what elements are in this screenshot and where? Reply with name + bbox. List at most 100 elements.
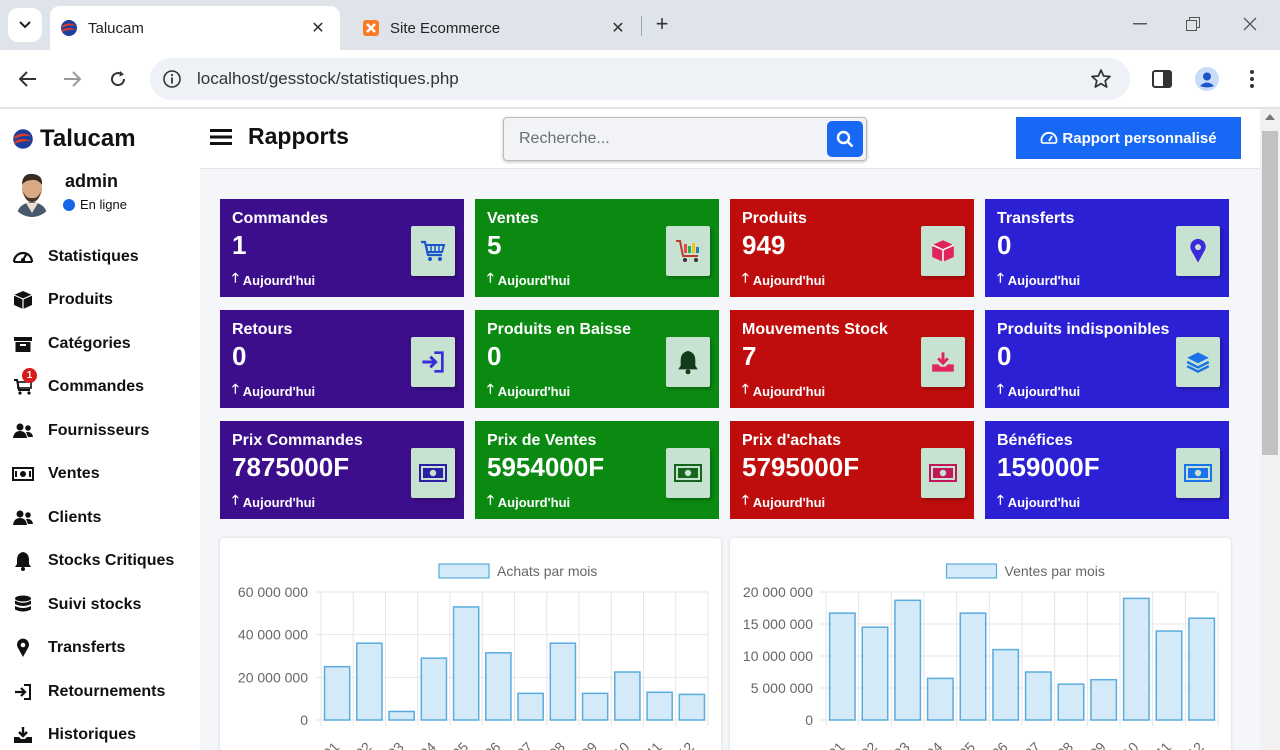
bar-09[interactable]	[581, 692, 609, 721]
tab-site-ecommerce[interactable]: Site Ecommerce ✕	[352, 6, 640, 50]
legend-swatch[interactable]	[945, 563, 998, 579]
new-tab-icon[interactable]: +	[655, 11, 669, 36]
stat-card-transferts[interactable]: Transferts 0 🡑 Aujourd'hui	[985, 199, 1229, 297]
bar-10[interactable]	[614, 671, 641, 721]
bookmark-star-icon[interactable]	[1090, 68, 1112, 90]
bar-03[interactable]	[894, 599, 922, 721]
sidebar-item-retournements[interactable]: Retournements	[0, 670, 200, 714]
bar-04[interactable]	[420, 657, 448, 721]
side-panel-icon[interactable]	[1150, 67, 1174, 91]
stat-card-produits[interactable]: Produits 949 🡑 Aujourd'hui	[730, 199, 974, 297]
close-window-icon[interactable]	[1240, 14, 1260, 34]
bar-05[interactable]	[959, 612, 987, 721]
minimize-icon[interactable]	[1130, 14, 1150, 34]
sidebar-item-commandes[interactable]: 1 Commandes	[0, 366, 200, 410]
sidebar-item-categories[interactable]: Catégories	[0, 322, 200, 366]
sidebar-item-label: Fournisseurs	[48, 421, 150, 439]
stat-card-prix-d-achats[interactable]: Prix d'achats 5795000F 🡑 Aujourd'hui	[730, 421, 974, 519]
bar-10[interactable]	[1122, 597, 1150, 721]
bar-12[interactable]	[678, 693, 706, 721]
bar-07[interactable]	[1024, 671, 1052, 721]
custom-report-button[interactable]: Rapport personnalisé	[1016, 117, 1241, 159]
card-footer: 🡑 Aujourd'hui	[487, 491, 570, 513]
tab-talucam[interactable]: Talucam ✕	[50, 6, 340, 50]
bar-12[interactable]	[1188, 617, 1216, 721]
sidebar-item-ventes[interactable]: Ventes	[0, 453, 200, 497]
legend-label[interactable]: Ventes par mois	[1005, 563, 1105, 579]
sidebar-item-statistiques[interactable]: Statistiques	[0, 235, 200, 279]
y-tick-label: 60 000 000	[238, 584, 308, 600]
sidebar-item-stocks-critiques[interactable]: Stocks Critiques	[0, 540, 200, 584]
stat-card-benefices[interactable]: Bénéfices 159000F 🡑 Aujourd'hui	[985, 421, 1229, 519]
back-arrow-icon[interactable]	[15, 66, 41, 92]
card-footer: 🡑 Aujourd'hui	[742, 491, 825, 513]
x-tick-label: 12	[1184, 739, 1206, 750]
bar-05[interactable]	[452, 606, 480, 721]
close-tab-icon[interactable]: ✕	[311, 20, 325, 37]
online-dot-icon	[63, 198, 75, 211]
y-tick-label: 10 000 000	[743, 648, 813, 664]
sidebar-item-suivi-stocks[interactable]: Suivi stocks	[0, 583, 200, 627]
sidebar-item-label: Clients	[48, 508, 102, 526]
tab-search-button[interactable]	[8, 8, 42, 42]
bar-09[interactable]	[1090, 678, 1118, 721]
menu-toggle-icon[interactable]	[210, 128, 232, 148]
card-footer-label: Aujourd'hui	[242, 383, 316, 399]
x-tick-label: 02	[858, 739, 880, 750]
stat-card-commandes[interactable]: Commandes 1 🡑 Aujourd'hui	[220, 199, 464, 297]
bar-02[interactable]	[861, 626, 889, 721]
bar-03[interactable]	[388, 710, 415, 721]
sidebar-item-fournisseurs[interactable]: Fournisseurs	[0, 409, 200, 453]
close-tab-icon[interactable]: ✕	[611, 20, 625, 37]
card-value: 5	[487, 230, 502, 260]
x-tick-label: 05	[956, 739, 978, 750]
bar-08[interactable]	[1057, 683, 1085, 721]
sidebar-item-historiques[interactable]: Historiques	[0, 714, 200, 750]
bar-11[interactable]	[1155, 630, 1183, 721]
reload-icon[interactable]	[105, 66, 131, 92]
stat-card-retours[interactable]: Retours 0 🡑 Aujourd'hui	[220, 310, 464, 408]
bar-01[interactable]	[323, 665, 351, 721]
bar-08[interactable]	[549, 642, 577, 721]
card-footer-label: Aujourd'hui	[752, 494, 826, 510]
restore-icon[interactable]	[1183, 14, 1203, 34]
sidebar-item-transferts[interactable]: Transferts	[0, 627, 200, 671]
legend-label[interactable]: Achats par mois	[497, 563, 597, 579]
bar-04[interactable]	[926, 677, 954, 721]
search-icon	[836, 130, 854, 148]
brand[interactable]: Talucam	[12, 125, 136, 153]
card-footer-label: Aujourd'hui	[497, 383, 571, 399]
x-tick-label: 03	[890, 739, 912, 750]
x-tick-label: 04	[417, 739, 439, 750]
stat-card-mouvements-stock[interactable]: Mouvements Stock 7 🡑 Aujourd'hui	[730, 310, 974, 408]
bar-02[interactable]	[356, 642, 383, 721]
stat-card-prix-de-ventes[interactable]: Prix de Ventes 5954000F 🡑 Aujourd'hui	[475, 421, 719, 519]
y-tick-label: 20 000 000	[743, 584, 813, 600]
bar-07[interactable]	[517, 692, 544, 721]
stat-card-prix-commandes[interactable]: Prix Commandes 7875000F 🡑 Aujourd'hui	[220, 421, 464, 519]
card-title: Produits	[742, 210, 807, 227]
sidebar-item-produits[interactable]: Produits	[0, 279, 200, 323]
bar-11[interactable]	[646, 691, 673, 721]
search-button[interactable]	[827, 121, 863, 157]
stat-card-produits-indisponibles[interactable]: Produits indisponibles 0 🡑 Aujourd'hui	[985, 310, 1229, 408]
bar-01[interactable]	[828, 612, 856, 721]
scroll-up-arrow-icon[interactable]	[1265, 114, 1275, 120]
card-footer: 🡑 Aujourd'hui	[487, 269, 570, 291]
site-info-icon[interactable]	[162, 69, 182, 89]
legend-swatch[interactable]	[438, 563, 490, 579]
bar-06[interactable]	[485, 652, 512, 721]
page-scrollbar[interactable]	[1260, 109, 1280, 750]
stat-card-ventes[interactable]: Ventes 5 🡑 Aujourd'hui	[475, 199, 719, 297]
card-title: Mouvements Stock	[742, 321, 888, 338]
scroll-thumb[interactable]	[1262, 131, 1278, 455]
sidebar-item-clients[interactable]: Clients	[0, 496, 200, 540]
address-bar[interactable]: localhost/gesstock/statistiques.php	[150, 58, 1130, 100]
forward-arrow-icon[interactable]	[59, 66, 85, 92]
search-input[interactable]	[505, 119, 823, 159]
stat-card-produits-en-baisse[interactable]: Produits en Baisse 0 🡑 Aujourd'hui	[475, 310, 719, 408]
profile-avatar-icon[interactable]	[1195, 67, 1219, 91]
bar-06[interactable]	[992, 648, 1020, 721]
xampp-icon	[362, 19, 380, 37]
browser-menu-icon[interactable]	[1240, 67, 1264, 91]
